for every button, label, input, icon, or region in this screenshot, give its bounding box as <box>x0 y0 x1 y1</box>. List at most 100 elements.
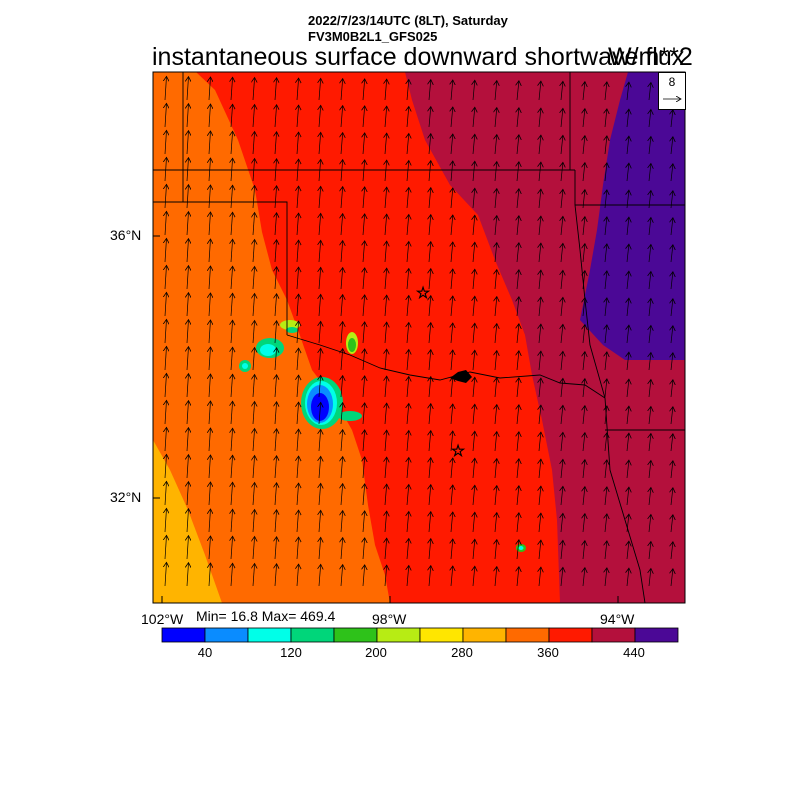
wind-vector-arrow <box>451 377 453 398</box>
wind-vector-arrow <box>165 76 167 101</box>
wind-vector-arrow <box>407 134 409 155</box>
wind-vector-arrow <box>473 431 475 452</box>
wind-vector-arrow <box>407 242 409 263</box>
wind-vector-arrow <box>495 189 497 209</box>
wind-vector-arrow <box>495 378 497 398</box>
wind-vector-arrow <box>253 186 255 209</box>
colorbar-swatch <box>548 627 593 643</box>
wind-vector-arrow <box>275 456 277 479</box>
wind-vector-arrow <box>319 456 321 479</box>
wind-vector-arrow <box>231 212 233 236</box>
wind-vector-arrow <box>209 455 211 479</box>
wind-vector-arrow <box>627 271 629 290</box>
wind-vector-arrow <box>297 267 299 290</box>
wind-vector-arrow <box>275 429 277 452</box>
lon-label-94w: 94°W <box>600 611 635 627</box>
wind-vector-arrow <box>209 239 211 263</box>
wind-vector-arrow <box>429 161 431 182</box>
wind-vector-arrow <box>583 325 585 344</box>
wind-vector-arrow <box>495 513 497 533</box>
wind-vector-arrow <box>517 540 519 560</box>
wind-vector-arrow <box>187 77 189 101</box>
wind-vector-arrow <box>671 110 673 128</box>
wind-vector-arrow <box>605 325 607 344</box>
wind-vector-arrow <box>209 536 211 560</box>
wind-vector-arrow <box>231 293 233 317</box>
wind-vector-arrow <box>627 541 629 560</box>
wind-vector-arrow <box>451 566 453 587</box>
wind-vector-arrow <box>539 108 541 128</box>
wind-vector-arrow <box>429 458 431 479</box>
wind-vector-arrow <box>517 81 519 101</box>
wind-vector-arrow <box>561 486 563 506</box>
wind-vector-arrow <box>231 239 233 263</box>
wind-vector-arrow <box>341 133 343 155</box>
colorbar-swatch <box>591 627 636 643</box>
wind-vector-arrow <box>473 296 475 317</box>
wind-vector-arrow <box>319 375 321 398</box>
colorbar-swatch <box>505 627 550 643</box>
wind-vector-arrow <box>407 512 409 533</box>
wind-vector-arrow <box>495 324 497 344</box>
wind-vector-arrow <box>385 268 387 290</box>
wind-vector-arrow <box>605 379 607 398</box>
wind-vector-arrow <box>165 481 167 506</box>
wind-vector-arrow <box>187 239 189 263</box>
wind-vector-arrow <box>165 157 167 182</box>
wind-vector-arrow <box>429 404 431 425</box>
wind-vector-arrow <box>275 321 277 344</box>
wind-vector-arrow <box>187 347 189 371</box>
wind-vector-arrow <box>473 323 475 344</box>
wind-vector-arrow <box>253 294 255 317</box>
wind-vector-arrow <box>517 189 519 209</box>
wind-vector-arrow <box>429 269 431 290</box>
wind-vector-arrow <box>517 378 519 398</box>
wind-vector-arrow <box>297 78 299 101</box>
vector-reference-box: 8 <box>658 72 686 110</box>
wind-vector-arrow <box>451 323 453 344</box>
wind-vector-arrow <box>561 459 563 479</box>
wind-vector-arrow <box>539 297 541 317</box>
wind-vector-arrow <box>231 536 233 560</box>
wind-vector-arrow <box>209 374 211 398</box>
wind-vector-arrow <box>341 79 343 101</box>
wind-vector-arrow <box>429 80 431 101</box>
wind-vector-arrow <box>451 539 453 560</box>
wind-vector-arrow <box>561 81 563 101</box>
wind-vector-arrow <box>363 187 365 209</box>
wind-vector-arrow <box>627 406 629 425</box>
wind-vector-arrow <box>649 515 651 533</box>
wind-vector-arrow <box>253 348 255 371</box>
wind-vector-arrow <box>165 211 167 236</box>
wind-vector-arrow <box>583 163 585 182</box>
wind-vector-arrow <box>627 433 629 452</box>
wind-vector-arrow <box>561 162 563 182</box>
colorbar-label: 120 <box>280 645 302 660</box>
wind-vector-arrow <box>385 133 387 155</box>
wind-vector-arrow <box>583 352 585 371</box>
wind-vector-arrow <box>539 378 541 398</box>
wind-vector-arrow <box>275 186 277 209</box>
wind-vector-arrow <box>319 483 321 506</box>
wind-vector-arrow <box>561 324 563 344</box>
model-name-label: FV3M0B2L1_GFS025 <box>308 29 438 44</box>
wind-vector-arrow <box>429 485 431 506</box>
wind-vector-arrow <box>473 269 475 290</box>
wind-vector-arrow <box>649 299 651 317</box>
axis-ticks <box>153 235 619 603</box>
wind-vector-arrow <box>495 567 497 587</box>
wind-vector-arrow <box>495 297 497 317</box>
wind-vector-arrow <box>473 80 475 101</box>
wind-vector-arrow <box>319 321 321 344</box>
wind-vector-arrow <box>165 319 167 344</box>
wind-vector-arrow <box>319 213 321 236</box>
wind-vector-arrow <box>495 135 497 155</box>
wind-vector-arrow <box>561 135 563 155</box>
wind-vector-arrow <box>539 189 541 209</box>
wind-vector-arrow <box>583 406 585 425</box>
wind-vector-arrow <box>605 541 607 560</box>
wind-vector-arrow <box>561 243 563 263</box>
wind-vector-arrow <box>165 373 167 398</box>
wind-vector-arrow <box>231 401 233 425</box>
wind-vector-arrow <box>539 135 541 155</box>
